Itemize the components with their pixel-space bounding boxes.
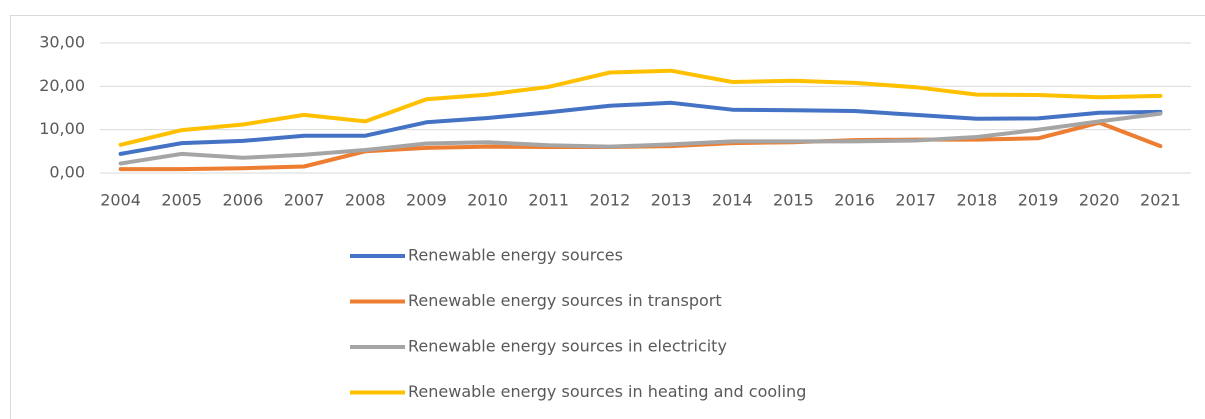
x-tick-label: 2018 bbox=[957, 191, 998, 210]
x-tick-label: 2007 bbox=[284, 191, 325, 210]
y-tick-label: 20,00 bbox=[39, 76, 85, 95]
x-tick-label: 2012 bbox=[590, 191, 631, 210]
x-tick-label: 2021 bbox=[1140, 191, 1181, 210]
x-tick-label: 2009 bbox=[406, 191, 447, 210]
y-tick-label: 30,00 bbox=[39, 33, 85, 52]
x-tick-label: 2011 bbox=[528, 191, 569, 210]
series-line bbox=[118, 111, 1163, 166]
chart-frame bbox=[10, 15, 1205, 419]
x-tick-label: 2004 bbox=[100, 191, 141, 210]
x-tick-label: 2020 bbox=[1079, 191, 1120, 210]
series-line bbox=[118, 68, 1163, 147]
x-tick-label: 2019 bbox=[1018, 191, 1059, 210]
x-tick-label: 2013 bbox=[651, 191, 692, 210]
x-tick-label: 2014 bbox=[712, 191, 753, 210]
x-tick-label: 2005 bbox=[161, 191, 202, 210]
y-tick-label: 10,00 bbox=[39, 119, 85, 138]
x-tick-label: 2010 bbox=[467, 191, 508, 210]
legend-label: Renewable energy sources in heating and … bbox=[408, 382, 806, 401]
series-line bbox=[118, 100, 1163, 156]
legend-label: Renewable energy sources in transport bbox=[408, 291, 722, 310]
y-tick-label: 0,00 bbox=[49, 163, 85, 182]
legend-label: Renewable energy sources in electricity bbox=[408, 337, 727, 356]
legend-label: Renewable energy sources bbox=[408, 246, 623, 265]
x-tick-label: 2017 bbox=[895, 191, 936, 210]
x-tick-label: 2008 bbox=[345, 191, 386, 210]
x-tick-label: 2016 bbox=[834, 191, 875, 210]
x-tick-label: 2015 bbox=[773, 191, 814, 210]
x-tick-label: 2006 bbox=[223, 191, 264, 210]
